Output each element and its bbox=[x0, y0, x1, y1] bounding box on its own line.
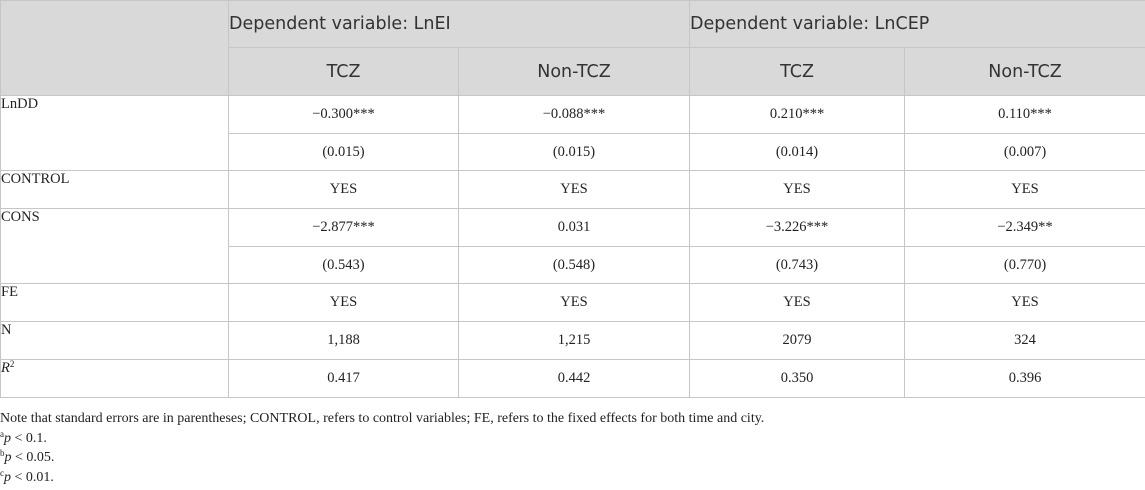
row-label-cons: CONS bbox=[0, 208, 229, 284]
footnote-c: cp < 0.01. bbox=[0, 468, 1145, 488]
dependent-var-header-lncep: Dependent variable: LnCEP bbox=[688, 0, 1145, 48]
table-row: R2 0.417 0.442 0.350 0.396 bbox=[0, 359, 1145, 398]
row-label-n: N bbox=[0, 321, 229, 360]
table-cell: (0.014) bbox=[689, 133, 905, 171]
table-cell: −3.226*** bbox=[689, 208, 905, 247]
table-cell: YES bbox=[228, 170, 459, 209]
footnote-text: < 0.1. bbox=[11, 430, 47, 446]
r2-label-base: R bbox=[1, 360, 10, 376]
table-cell: −2.349** bbox=[903, 208, 1145, 247]
table-cell: 0.110*** bbox=[903, 95, 1145, 134]
table-cell: YES bbox=[689, 283, 905, 322]
footnote-p: p bbox=[4, 430, 11, 446]
table-cell: 1,188 bbox=[228, 321, 459, 360]
row-label-lndd: LnDD bbox=[0, 95, 229, 171]
table-row: FE YES YES YES YES bbox=[0, 283, 1145, 322]
table-cell: (0.543) bbox=[228, 246, 459, 284]
table-cell: 0.031 bbox=[458, 208, 690, 247]
row-label-r2: R2 bbox=[0, 359, 229, 398]
table-cell: −0.300*** bbox=[228, 95, 459, 134]
table-row: N 1,188 1,215 2079 324 bbox=[0, 321, 1145, 360]
footnote-p: p bbox=[4, 469, 11, 485]
table-cell: 0.350 bbox=[689, 359, 905, 398]
table-cell: YES bbox=[689, 170, 905, 209]
table-row: LnDD −0.300*** −0.088*** 0.210*** 0.110*… bbox=[0, 95, 1145, 171]
row-label-control: CONTROL bbox=[0, 170, 229, 209]
footnote-mark: b bbox=[0, 448, 5, 458]
table-cell: (0.743) bbox=[689, 246, 905, 284]
regression-table: Dependent variable: LnEI Dependent varia… bbox=[0, 0, 1145, 398]
table-cell: YES bbox=[458, 170, 690, 209]
col-header-tcz-lnei: TCZ bbox=[228, 47, 459, 96]
footnote-b: bp < 0.05. bbox=[0, 448, 1145, 468]
table-cell: YES bbox=[228, 283, 459, 322]
table-cell: 324 bbox=[903, 321, 1145, 360]
table-cell: YES bbox=[903, 170, 1145, 209]
table-cell: 2079 bbox=[689, 321, 905, 360]
table-row: CONS −2.877*** 0.031 −3.226*** −2.349** bbox=[0, 208, 1145, 284]
table-row: (0.015) (0.015) (0.014) (0.007) bbox=[1, 133, 1145, 171]
footnote-a: ap < 0.1. bbox=[0, 429, 1145, 449]
table-note-main: Note that standard errors are in parenth… bbox=[0, 411, 765, 426]
col-header-nontcz-lnei: Non-TCZ bbox=[458, 47, 690, 96]
col-header-tcz-lncep: TCZ bbox=[689, 47, 905, 96]
table-corner bbox=[0, 0, 229, 96]
footnote-text: < 0.05. bbox=[11, 450, 55, 465]
table-cell: −2.877*** bbox=[228, 208, 459, 247]
footnote-p: p bbox=[4, 450, 12, 465]
table-cell: −0.088*** bbox=[458, 95, 690, 134]
table-cell: YES bbox=[903, 283, 1145, 322]
table-cell: (0.015) bbox=[458, 133, 690, 171]
col-header-nontcz-lncep: Non-TCZ bbox=[903, 47, 1145, 96]
table-row: CONTROL YES YES YES YES bbox=[0, 170, 1145, 209]
table-cell: 0.210*** bbox=[689, 95, 905, 134]
table-cell: 0.442 bbox=[458, 359, 690, 398]
dependent-var-header-lnei: Dependent variable: LnEI bbox=[228, 0, 690, 48]
table-cell: 0.396 bbox=[903, 359, 1145, 398]
footnote-mark: c bbox=[0, 467, 4, 478]
footnote-mark: a bbox=[0, 428, 4, 439]
table-cell: 1,215 bbox=[458, 321, 690, 360]
table-cell: (0.007) bbox=[903, 133, 1145, 171]
table-cell: (0.548) bbox=[458, 246, 690, 284]
table-row: (0.543) (0.548) (0.743) (0.770) bbox=[1, 246, 1145, 284]
table-cell: (0.015) bbox=[228, 133, 459, 171]
table-cell: (0.770) bbox=[903, 246, 1145, 284]
table-cell: YES bbox=[458, 283, 690, 322]
table-cell: 0.417 bbox=[228, 359, 459, 398]
footnote-text: < 0.01. bbox=[11, 469, 54, 485]
row-label-fe: FE bbox=[0, 283, 229, 322]
r2-label-sup: 2 bbox=[9, 359, 15, 369]
table-notes: Note that standard errors are in parenth… bbox=[0, 409, 1145, 487]
